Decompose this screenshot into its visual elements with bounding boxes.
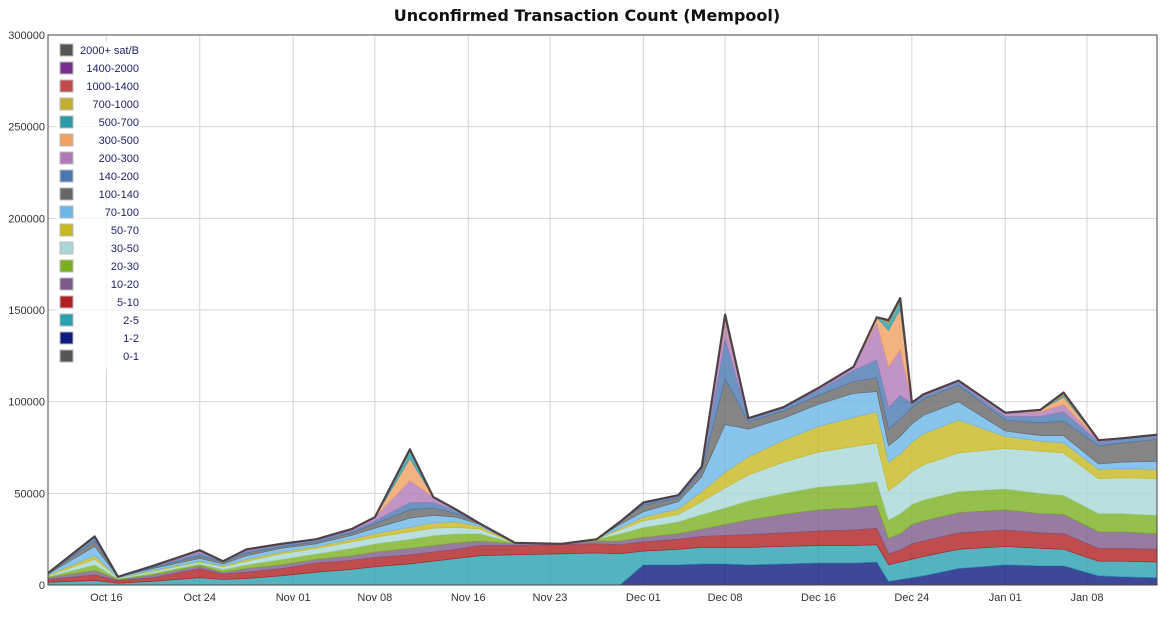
legend-label: 70-100 [105, 207, 139, 219]
plot-frame [47, 34, 1158, 586]
legend-label: 140-200 [99, 171, 139, 183]
y-tick-label: 100000 [8, 397, 45, 409]
legend-label: 5-10 [117, 297, 139, 309]
axes: 0 50000 100000 150000 200000 250000 300000 Oct … [8, 30, 1158, 604]
legend-label: 2-5 [123, 315, 139, 327]
y-tick-label: 150000 [8, 305, 45, 317]
legend-swatch [59, 277, 74, 291]
legend-label: 200-300 [99, 153, 139, 165]
x-tick-label: Nov 16 [451, 592, 486, 604]
legend-label: 10-20 [111, 279, 139, 291]
y-tick-label: 250000 [8, 122, 45, 134]
legend-swatch [59, 133, 74, 147]
legend-label: 20-30 [111, 261, 139, 273]
legend-label: 1000-1400 [86, 81, 139, 93]
legend-label: 300-500 [99, 135, 139, 147]
legend-label: 700-1000 [93, 99, 140, 111]
x-tick-label: Jan 01 [989, 592, 1022, 604]
y-tick-label: 200000 [8, 213, 45, 225]
legend-label: 500-700 [99, 117, 139, 129]
legend-label: 2000+ sat/B [80, 45, 139, 57]
x-tick-label: Oct 16 [90, 592, 122, 604]
legend-swatch [59, 43, 74, 57]
y-tick-label: 0 [39, 580, 45, 592]
chart-title: Unconfirmed Transaction Count (Mempool) [393, 6, 781, 25]
legend-swatch [59, 205, 74, 219]
legend-label: 100-140 [99, 189, 139, 201]
legend-swatch [59, 79, 74, 93]
legend-swatch [59, 241, 74, 255]
legend-swatch [59, 313, 74, 327]
legend-label: 1400-2000 [86, 63, 139, 75]
x-tick-label: Nov 01 [276, 592, 311, 604]
x-tick-label: Jan 08 [1070, 592, 1103, 604]
x-tick-label: Dec 24 [894, 592, 929, 604]
x-tick-label: Dec 01 [626, 592, 661, 604]
legend-swatch [59, 169, 74, 183]
x-tick-label: Dec 16 [801, 592, 836, 604]
x-tick-label: Nov 23 [533, 592, 568, 604]
stacked-areas [47, 297, 1158, 586]
legend: 2000+ sat/B 1400-2000 1000-1400 700-1000 500… [56, 41, 140, 369]
legend-swatch [59, 295, 74, 309]
legend-swatch [59, 151, 74, 165]
legend-label: 0-1 [123, 351, 139, 363]
legend-label: 1-2 [123, 333, 139, 345]
legend-label: 30-50 [111, 243, 139, 255]
legend-swatch [59, 61, 74, 75]
x-tick-label: Nov 08 [357, 592, 392, 604]
y-tick-label: 50000 [14, 488, 45, 500]
legend-swatch [59, 223, 74, 237]
legend-swatch [59, 187, 74, 201]
x-tick-label: Oct 24 [184, 592, 216, 604]
total-outline [47, 297, 1158, 578]
legend-swatch [59, 259, 74, 273]
legend-label: 50-70 [111, 225, 139, 237]
legend-swatch [59, 115, 74, 129]
y-tick-label: 300000 [8, 30, 45, 42]
legend-swatch [59, 331, 74, 345]
legend-swatch [59, 97, 74, 111]
legend-swatch [59, 349, 74, 363]
x-tick-label: Dec 08 [708, 592, 743, 604]
